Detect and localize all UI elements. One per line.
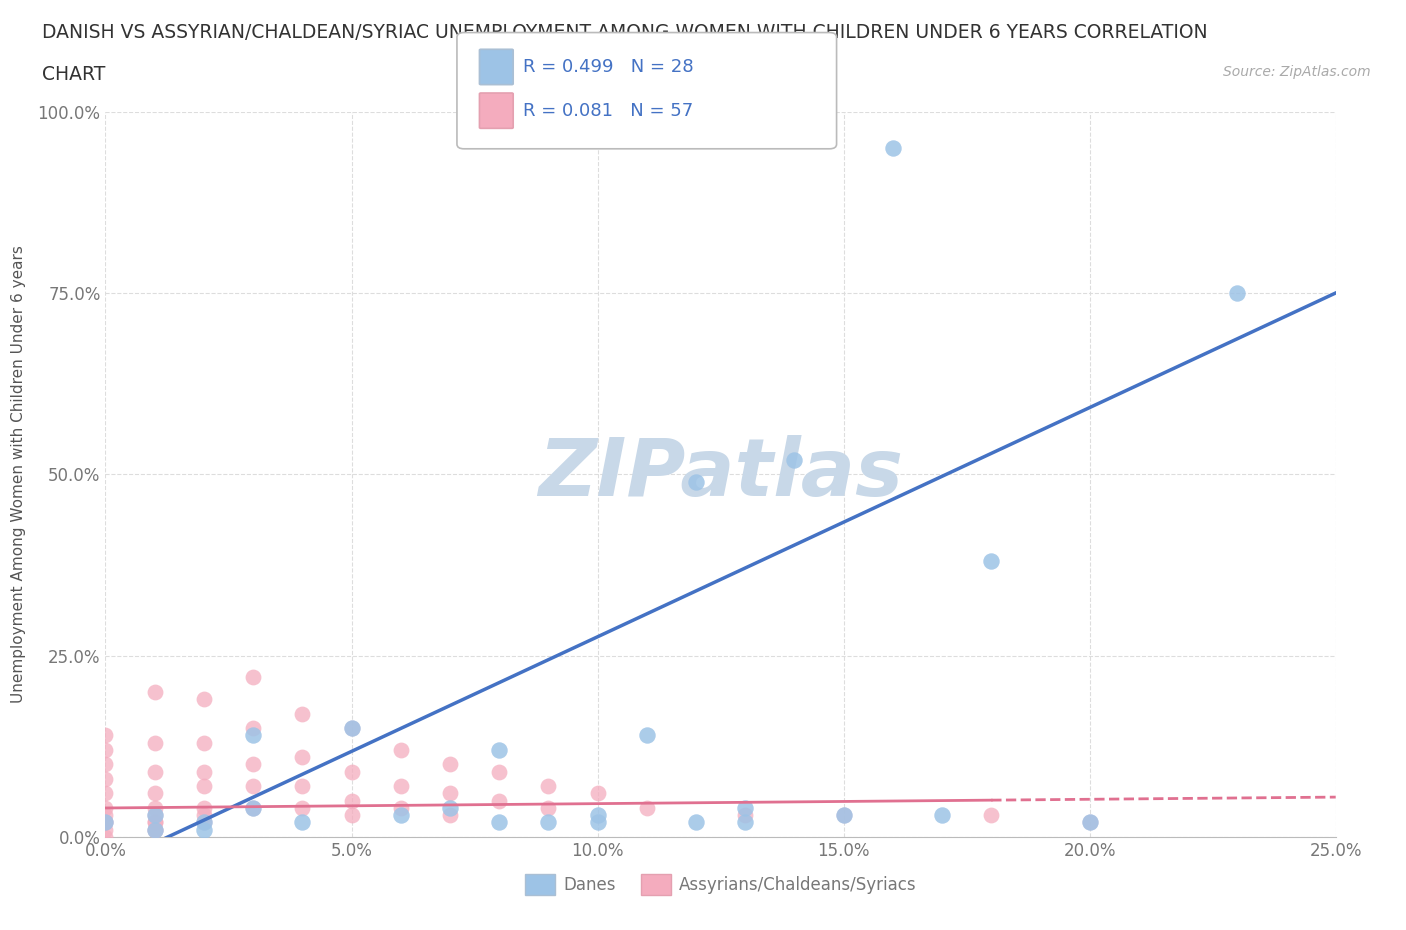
Point xyxy=(439,757,461,772)
Point xyxy=(340,808,363,823)
Text: R = 0.081   N = 57: R = 0.081 N = 57 xyxy=(523,101,693,120)
Point xyxy=(291,750,314,764)
Point xyxy=(636,801,658,816)
Point xyxy=(193,808,215,823)
Point xyxy=(143,815,166,830)
Point xyxy=(242,801,264,816)
Point xyxy=(980,554,1002,569)
Point xyxy=(193,801,215,816)
Point xyxy=(242,757,264,772)
Point xyxy=(636,728,658,743)
Point xyxy=(340,793,363,808)
Point xyxy=(94,815,117,830)
Point xyxy=(537,815,560,830)
Point xyxy=(488,764,510,779)
Point xyxy=(1226,286,1249,300)
Point xyxy=(340,721,363,736)
Point xyxy=(242,728,264,743)
Point xyxy=(94,801,117,816)
Point xyxy=(291,706,314,721)
Point xyxy=(685,474,707,489)
Text: R = 0.499   N = 28: R = 0.499 N = 28 xyxy=(523,58,693,76)
Point xyxy=(586,815,609,830)
Point xyxy=(143,736,166,751)
Legend: Danes, Assyrians/Chaldeans/Syriacs: Danes, Assyrians/Chaldeans/Syriacs xyxy=(517,868,924,901)
Point xyxy=(143,801,166,816)
Point xyxy=(143,822,166,837)
Point xyxy=(586,808,609,823)
Point xyxy=(94,808,117,823)
Point xyxy=(832,808,855,823)
Point xyxy=(882,140,904,155)
Point xyxy=(439,786,461,801)
Point xyxy=(389,808,412,823)
Y-axis label: Unemployment Among Women with Children Under 6 years: Unemployment Among Women with Children U… xyxy=(11,246,27,703)
Point xyxy=(242,721,264,736)
Point xyxy=(94,830,117,844)
Point xyxy=(685,815,707,830)
Point xyxy=(340,721,363,736)
Point xyxy=(143,786,166,801)
Point xyxy=(832,808,855,823)
Point xyxy=(439,801,461,816)
Text: DANISH VS ASSYRIAN/CHALDEAN/SYRIAC UNEMPLOYMENT AMONG WOMEN WITH CHILDREN UNDER : DANISH VS ASSYRIAN/CHALDEAN/SYRIAC UNEMP… xyxy=(42,23,1208,42)
Point xyxy=(783,452,806,467)
Point xyxy=(94,815,117,830)
Point xyxy=(340,764,363,779)
Point xyxy=(734,808,756,823)
Point xyxy=(143,808,166,823)
Point xyxy=(980,808,1002,823)
Point xyxy=(193,736,215,751)
Text: ZIPatlas: ZIPatlas xyxy=(538,435,903,513)
Point xyxy=(143,822,166,837)
Point xyxy=(389,801,412,816)
Point xyxy=(537,778,560,793)
Point xyxy=(1078,815,1101,830)
Point xyxy=(291,815,314,830)
Point xyxy=(94,742,117,757)
Point xyxy=(193,764,215,779)
Point xyxy=(193,815,215,830)
Point xyxy=(488,742,510,757)
Point xyxy=(242,670,264,684)
Point xyxy=(193,815,215,830)
Point xyxy=(143,808,166,823)
Point xyxy=(734,815,756,830)
Point xyxy=(389,742,412,757)
Text: Source: ZipAtlas.com: Source: ZipAtlas.com xyxy=(1223,65,1371,79)
Point xyxy=(488,793,510,808)
Point xyxy=(143,815,166,830)
Point xyxy=(1078,815,1101,830)
Point xyxy=(94,772,117,787)
Point xyxy=(143,764,166,779)
Point xyxy=(193,692,215,707)
Point xyxy=(193,778,215,793)
Point xyxy=(931,808,953,823)
Point xyxy=(242,801,264,816)
Point xyxy=(586,786,609,801)
Point xyxy=(488,815,510,830)
Point xyxy=(537,801,560,816)
Point xyxy=(94,786,117,801)
Point xyxy=(94,728,117,743)
Point xyxy=(291,801,314,816)
Point xyxy=(734,801,756,816)
Point xyxy=(389,778,412,793)
Point xyxy=(193,822,215,837)
Point xyxy=(143,684,166,699)
Point xyxy=(94,815,117,830)
Point xyxy=(439,808,461,823)
Point xyxy=(143,822,166,837)
Point xyxy=(94,822,117,837)
Point xyxy=(291,778,314,793)
Point xyxy=(94,757,117,772)
Text: CHART: CHART xyxy=(42,65,105,84)
Point xyxy=(242,778,264,793)
